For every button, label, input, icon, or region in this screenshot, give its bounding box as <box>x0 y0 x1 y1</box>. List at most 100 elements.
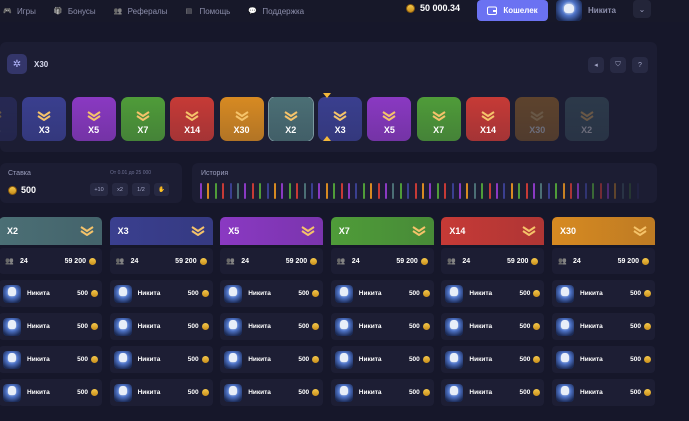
history-bar <box>303 183 306 199</box>
bet-double-button[interactable]: x2 <box>112 183 128 196</box>
history-bar <box>237 183 239 199</box>
bet-column-header[interactable]: X14 <box>441 217 545 245</box>
history-bar <box>629 183 632 199</box>
nav-item-0[interactable]: 🎮 Игры <box>3 7 36 16</box>
bet-row: Никита 500 <box>109 379 213 406</box>
tile-label: X14 <box>184 125 201 135</box>
coin-icon <box>420 257 428 265</box>
history-bar <box>251 183 254 199</box>
player-name: Никита <box>580 323 603 330</box>
amount-value: 500 <box>77 389 88 396</box>
history-bar <box>318 183 321 199</box>
roulette-tile: X14 <box>170 97 215 141</box>
bet-column-header[interactable]: X2 <box>0 217 102 245</box>
bet-max-button[interactable]: ✋ <box>154 183 169 196</box>
player-name: Никита <box>358 290 382 297</box>
bet-row: Никита 500 <box>0 346 102 373</box>
history-bar <box>348 183 350 199</box>
history-bar <box>547 183 550 199</box>
bet-column-x14: X14 👥 24 59 200 Никита 500 Никита 500 Никита 500 Н… <box>441 217 545 406</box>
amount-value: 500 <box>408 323 420 330</box>
rank-chevron-icon <box>87 111 101 121</box>
help-button[interactable]: ? <box>632 57 648 73</box>
bet-half-button[interactable]: 1/2 <box>132 183 150 196</box>
fairness-button[interactable]: ⛉ <box>610 57 626 73</box>
nav-item-3[interactable]: ▤ Помощь <box>185 7 230 16</box>
tile-label: X30 <box>529 125 546 135</box>
rank-chevron-icon <box>633 226 647 236</box>
bet-label: Ставка <box>8 170 31 177</box>
bet-column-x2: X2 👥 24 59 200 Никита 500 Никита 500 Никита 500 Ни… <box>0 217 102 406</box>
total-value: 59 200 <box>396 257 418 265</box>
nav-item-label: Поддержка <box>262 6 305 16</box>
coin-icon <box>89 257 96 265</box>
history-bar <box>570 183 572 199</box>
bet-amount: 500 <box>520 389 541 396</box>
bet-amount-value: 500 <box>21 185 37 195</box>
amount-value: 500 <box>187 389 199 396</box>
user-profile[interactable]: Никита <box>556 0 616 21</box>
history-bar <box>525 183 528 199</box>
bet-amount: 500 <box>188 356 209 363</box>
roulette-tile: X7 <box>416 97 461 141</box>
tile-label: X2 <box>581 125 593 135</box>
bet-row: Никита 500 <box>330 313 434 340</box>
bet-amount: 500 <box>630 323 651 330</box>
bet-amount: 500 <box>298 389 320 396</box>
roulette-tile: X30 <box>219 97 264 141</box>
history-bar <box>503 183 506 199</box>
roulette-tile: X2 <box>564 97 609 141</box>
history-bar <box>333 183 336 199</box>
bet-column-x30: X30 👥 24 59 200 Никита 500 Никита 500 Никита 500 Н… <box>552 217 655 406</box>
bet-panel: Ставка От 0.01 до 25 000 500 +10 x2 1/2 … <box>0 163 182 203</box>
coin-icon <box>201 356 209 363</box>
history-bar <box>407 183 410 199</box>
mode-icon[interactable]: ✲ <box>7 54 27 74</box>
pointer-top-icon <box>323 93 331 98</box>
history-bar <box>214 183 217 199</box>
player-name: Никита <box>248 290 271 297</box>
avatar <box>334 317 353 336</box>
column-stats: 👥 24 59 200 <box>109 248 213 274</box>
bet-row: Никита 500 <box>441 280 545 307</box>
bet-amount-input[interactable]: 500 <box>8 185 36 195</box>
player-name: Никита <box>137 290 161 297</box>
bet-column-header[interactable]: X7 <box>330 217 434 245</box>
rank-chevron-icon <box>80 226 94 236</box>
avatar <box>3 350 21 369</box>
wallet-button[interactable]: Кошелек <box>477 0 548 21</box>
column-total: 59 200 <box>396 257 428 265</box>
bet-column-header[interactable]: X3 <box>109 217 213 245</box>
column-label: X7 <box>338 226 350 236</box>
avatar <box>3 383 21 402</box>
rank-chevron-icon <box>580 111 594 121</box>
sound-button[interactable]: ◂ <box>588 57 604 73</box>
total-value: 59 200 <box>617 257 639 265</box>
profile-menu-button[interactable]: ⌄ <box>633 0 651 18</box>
bet-amount: 500 <box>520 356 541 363</box>
players-count: 24 <box>573 257 581 265</box>
roulette-tile: X3 <box>0 97 17 141</box>
player-name: Никита <box>580 290 603 297</box>
bet-plus10-button[interactable]: +10 <box>90 183 108 196</box>
avatar <box>224 383 243 402</box>
balance-display: 50 000.34 <box>406 3 460 13</box>
nav-item-label: Помощь <box>199 6 231 16</box>
nav-item-2[interactable]: 👥 Рефералы <box>114 7 168 16</box>
bet-column-header[interactable]: X5 <box>220 217 324 245</box>
nav-item-4[interactable]: 💬 Поддержка <box>248 7 304 16</box>
roulette-tile: X2 <box>268 97 313 141</box>
nav-item-label: Рефералы <box>127 6 168 16</box>
history-bar <box>540 183 543 199</box>
nav-item-1[interactable]: 🎁 Бонусы <box>54 7 96 16</box>
users-icon: 👥 <box>558 258 567 265</box>
rank-chevron-icon <box>481 111 495 121</box>
coin-icon <box>533 290 541 297</box>
bet-column-header[interactable]: X30 <box>552 217 655 245</box>
bet-amount: 500 <box>630 290 651 297</box>
column-label: X5 <box>228 226 240 236</box>
tile-label: X2 <box>285 125 297 135</box>
coin-icon <box>644 356 651 363</box>
history-bar <box>200 183 202 199</box>
bet-amount: 500 <box>409 290 430 297</box>
